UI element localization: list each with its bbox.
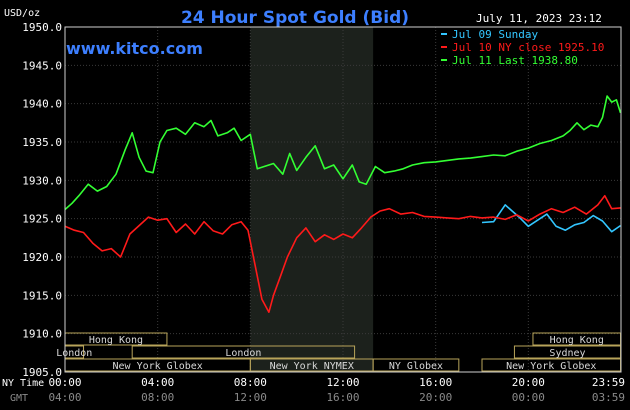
gmt-time-tick: 04:00 bbox=[48, 391, 81, 404]
y-tick-label: 1940.0 bbox=[22, 98, 62, 111]
session-bands: Hong Kong Hong Kong London London Sydney New … bbox=[56, 332, 622, 372]
y-tick-label: 1950.0 bbox=[22, 21, 62, 34]
gmt-time-tick: 20:00 bbox=[419, 391, 452, 404]
legend-entry: Jul 10 NY close 1925.10 bbox=[452, 41, 604, 54]
ny-time-tick: 20:00 bbox=[512, 376, 545, 389]
gmt-time-tick: 00:00 bbox=[512, 391, 545, 404]
y-tick-label: 1925.0 bbox=[22, 213, 62, 226]
unit-label: USD/oz bbox=[4, 8, 40, 19]
gmt-time-tick: 16:00 bbox=[326, 391, 359, 404]
y-tick-label: 1945.0 bbox=[22, 59, 62, 72]
y-tick-label: 1905.0 bbox=[22, 366, 62, 379]
ny-time-tick: 08:00 bbox=[234, 376, 267, 389]
nymex-session-shade bbox=[250, 27, 374, 372]
ny-time-tick: 00:00 bbox=[48, 376, 81, 389]
series-line-0 bbox=[481, 204, 621, 233]
series-layer bbox=[64, 95, 622, 314]
y-tick-label: 1920.0 bbox=[22, 251, 62, 264]
session-band bbox=[131, 345, 356, 359]
gmt-row-label: GMT bbox=[10, 393, 28, 404]
y-tick-label: 1935.0 bbox=[22, 136, 62, 149]
session-label: New York Globex bbox=[506, 361, 596, 372]
session-label: London bbox=[56, 348, 92, 359]
nymex-shade-layer bbox=[250, 27, 374, 372]
session-label: Sydney bbox=[549, 348, 585, 359]
timestamp: July 11, 2023 23:12 bbox=[476, 12, 602, 25]
y-tick-label: 1915.0 bbox=[22, 289, 62, 302]
ny-time-row-label: NY Time bbox=[2, 378, 44, 389]
session-label: London bbox=[225, 348, 261, 359]
gmt-time-tick: 03:59 bbox=[592, 391, 625, 404]
website-label[interactable]: www.kitco.com bbox=[66, 39, 203, 58]
legend-entry: Jul 09 Sunday bbox=[452, 28, 538, 41]
session-label: New York Globex bbox=[113, 361, 203, 372]
series-line-1 bbox=[64, 194, 621, 314]
plot-frame bbox=[64, 26, 622, 373]
session-label: NY Globex bbox=[389, 361, 443, 372]
y-tick-label: 1910.0 bbox=[22, 328, 62, 341]
gmt-time-tick: 12:00 bbox=[234, 391, 267, 404]
session-band bbox=[372, 358, 460, 372]
gmt-time-tick: 08:00 bbox=[141, 391, 174, 404]
session-label: Hong Kong bbox=[89, 335, 143, 346]
ny-time-tick: 04:00 bbox=[141, 376, 174, 389]
ny-time-tick: 16:00 bbox=[419, 376, 452, 389]
grid-layer bbox=[65, 26, 621, 373]
ny-time-tick: 23:59 bbox=[592, 376, 625, 389]
ny-time-tick: 12:00 bbox=[326, 376, 359, 389]
series-line-2 bbox=[64, 95, 622, 211]
session-label: New York NYMEX bbox=[270, 361, 354, 372]
axis-labels: 1950.0 1945.0 1940.0 1935.0 1930.0 1925.0 1920… bbox=[2, 21, 625, 404]
legend-entry: Jul 11 Last 1938.80 bbox=[452, 54, 578, 67]
chart-title: 24 Hour Spot Gold (Bid) bbox=[181, 8, 409, 28]
y-tick-label: 1930.0 bbox=[22, 174, 62, 187]
session-label: Hong Kong bbox=[550, 335, 604, 346]
